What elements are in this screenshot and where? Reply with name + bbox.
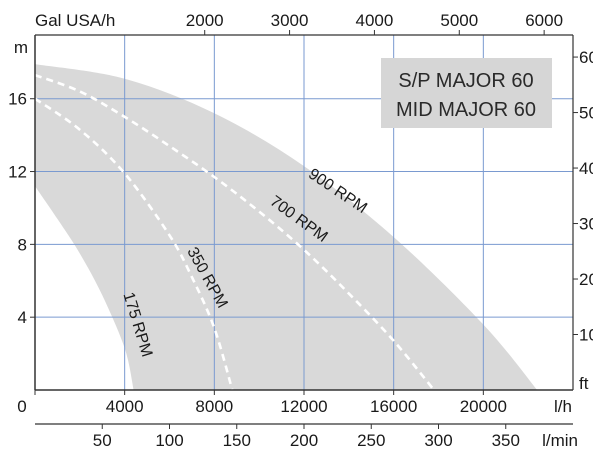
lmin-tick-label: 100: [155, 431, 183, 450]
top-tick-label: 6000: [525, 11, 563, 30]
ft-axis-unit: ft: [579, 374, 589, 393]
lmin-tick-label: 50: [93, 431, 112, 450]
curve-350-rpm: [34, 97, 234, 391]
y-axis-unit: m: [14, 38, 28, 57]
ft-tick-label: 60: [579, 48, 593, 67]
curve-700-rpm: [34, 73, 436, 391]
lmin-tick-label: 250: [357, 431, 385, 450]
x-tick-label: 0: [17, 397, 26, 416]
x-axis-unit: l/h: [554, 397, 572, 416]
y-tick-label: 12: [8, 163, 27, 182]
top-tick-label: 3000: [271, 11, 309, 30]
lmin-tick-label: 150: [223, 431, 251, 450]
ft-tick-label: 40: [579, 159, 593, 178]
operating-area-layer: [35, 64, 538, 390]
y-tick-label: 16: [8, 90, 27, 109]
ft-tick-label: 20: [579, 270, 593, 289]
curves-layer: [34, 73, 436, 391]
x-tick-label: 20000: [460, 397, 507, 416]
chart-title-line-2: MID MAJOR 60: [396, 99, 536, 121]
operating-area: [35, 64, 538, 390]
chart-title-line-1: S/P MAJOR 60: [398, 70, 533, 92]
top-tick-label: 5000: [440, 11, 478, 30]
axes-frame-layer: [30, 30, 578, 429]
lmin-tick-label: 300: [424, 431, 452, 450]
x-tick-label: 12000: [280, 397, 327, 416]
ft-tick-label: 10: [579, 326, 593, 345]
top-axis-unit: Gal USA/h: [35, 11, 115, 30]
ft-tick-label: 50: [579, 104, 593, 123]
lmin-tick-label: 200: [290, 431, 318, 450]
y-tick-label: 4: [18, 308, 27, 327]
top-tick-label: 2000: [186, 11, 224, 30]
lmin-tick-label: 350: [492, 431, 520, 450]
x-tick-label: 8000: [195, 397, 233, 416]
title-box: [381, 58, 552, 128]
x-tick-label: 16000: [370, 397, 417, 416]
lmin-axis-unit: l/min: [542, 431, 578, 450]
top-tick-label: 4000: [356, 11, 394, 30]
y-tick-label: 8: [18, 235, 27, 254]
x-tick-label: 4000: [106, 397, 144, 416]
ft-tick-label: 30: [579, 215, 593, 234]
